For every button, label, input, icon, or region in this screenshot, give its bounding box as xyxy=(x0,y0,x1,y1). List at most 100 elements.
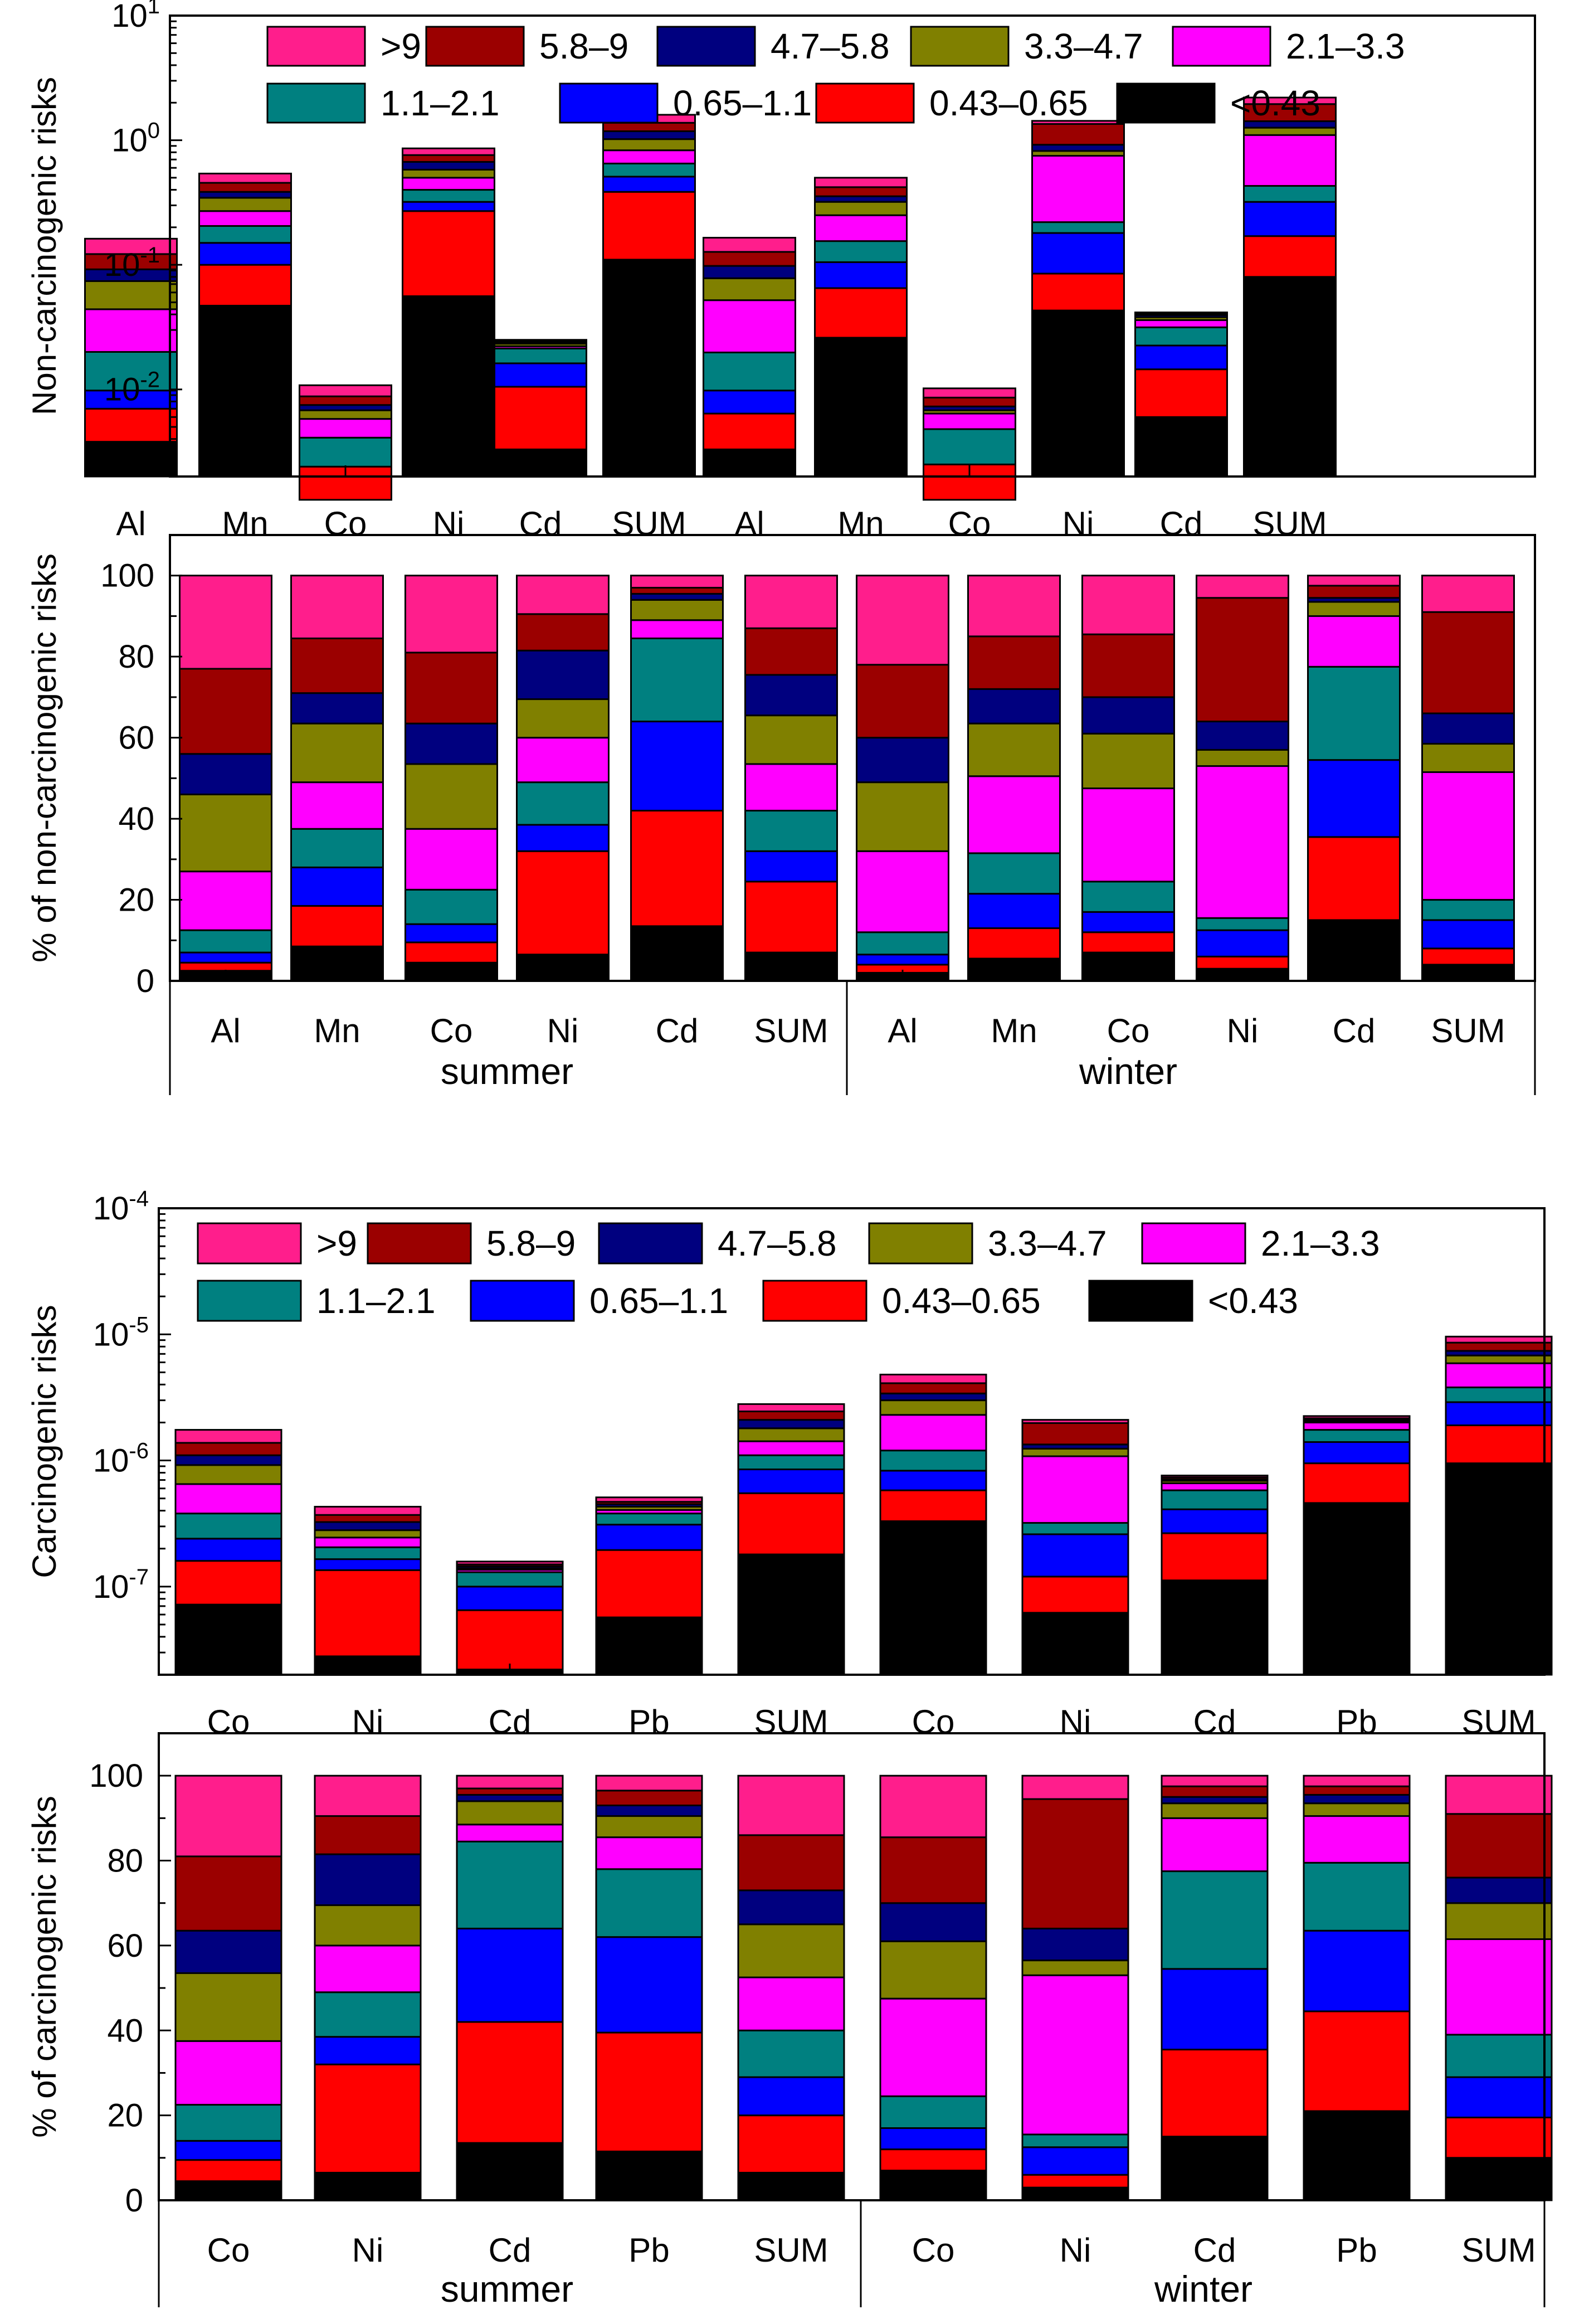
ca_pct-bar-6-seg-8 xyxy=(1021,1774,1129,1800)
ca_abs-bar-3-seg-2 xyxy=(595,1524,703,1551)
ca_abs-bar-9-seg-4 xyxy=(1445,1362,1553,1388)
ca_abs-bar-5-seg-2 xyxy=(879,1470,987,1491)
ca_abs-bar-0-seg-5 xyxy=(174,1464,282,1485)
ca_pct-bar-6-seg-2 xyxy=(1021,2146,1129,2176)
nc_abs-bar-1-seg-7 xyxy=(198,182,292,193)
nc_pct-bar-5-seg-8 xyxy=(744,575,838,629)
ca_abs-bar-6-seg-1 xyxy=(1021,1576,1129,1614)
nc_abs-legend-swatch xyxy=(559,82,659,124)
nc_pct-category-label: Co xyxy=(1107,1012,1150,1049)
ca_abs-ytick-label: 10-6 xyxy=(93,1439,149,1479)
nc_abs-bar-3-seg-5 xyxy=(402,168,495,179)
ca_abs-bar-4-seg-1 xyxy=(737,1492,845,1555)
nc_abs-bar-5-seg-3 xyxy=(602,162,696,178)
nc_abs-bar-9-seg-0 xyxy=(1031,309,1125,478)
ca_abs-bar-0-seg-6 xyxy=(174,1454,282,1466)
nc_pct-bar-7-seg-6 xyxy=(967,688,1061,725)
nc_abs-bar-8-seg-7 xyxy=(923,396,1016,407)
nc_abs-bar-7-seg-8 xyxy=(814,177,908,188)
nc_abs-bar-9-seg-4 xyxy=(1031,155,1125,223)
nc_pct-bar-2-seg-6 xyxy=(404,722,498,765)
ca_abs-bar-4-seg-7 xyxy=(737,1410,845,1421)
ca_pct-bar-3-seg-1 xyxy=(595,2031,703,2152)
nc_pct-bar-10-seg-4 xyxy=(1307,615,1401,668)
ca_pct-bar-2-seg-2 xyxy=(456,1927,564,2023)
ca_abs-legend-label: 5.8–9 xyxy=(486,1223,576,1263)
ca_abs-bar-1-seg-1 xyxy=(314,1569,422,1657)
ca_abs-category-label: Ni xyxy=(352,1703,384,1740)
ca_pct-bar-9-seg-5 xyxy=(1445,1902,1553,1940)
ca_pct-bar-3-seg-6 xyxy=(595,1805,703,1817)
ca_pct-ytick-label: 100 xyxy=(89,1758,143,1794)
ca_abs-bar-6-seg-5 xyxy=(1021,1447,1129,1457)
nc_pct-bar-10-seg-8 xyxy=(1307,575,1401,587)
ca_abs-legend-swatch xyxy=(762,1280,867,1322)
nc_abs-bar-5-seg-4 xyxy=(602,149,696,164)
nc_abs-bar-6-seg-4 xyxy=(703,299,796,353)
ca_pct-bar-5-seg-8 xyxy=(879,1774,987,1839)
ca_pct-bar-4-seg-7 xyxy=(737,1834,845,1892)
nc_pct-bar-1-seg-3 xyxy=(290,828,384,868)
nc_pct-bar-8-seg-8 xyxy=(1081,575,1175,635)
nc_pct-plot-frame xyxy=(169,534,1536,982)
ca_pct-bar-8-seg-3 xyxy=(1303,1861,1411,1932)
nc_pct-bar-3-seg-1 xyxy=(516,850,610,956)
ca_pct-bar-0-seg-7 xyxy=(174,1855,282,1932)
nc_pct-bar-4-seg-7 xyxy=(630,587,724,595)
nc_pct-bar-11-seg-8 xyxy=(1421,575,1515,613)
nc_abs-bar-5-seg-2 xyxy=(602,176,696,193)
ca_abs-bar-9-seg-8 xyxy=(1445,1335,1553,1344)
nc_pct-bar-8-seg-2 xyxy=(1081,911,1175,934)
nc_pct-ytick-label: 0 xyxy=(137,963,154,999)
nc_pct-bar-11-seg-5 xyxy=(1421,743,1515,773)
ca_pct-category-label: Pb xyxy=(628,2231,669,2269)
ca_abs-category-label: Pb xyxy=(1336,1703,1377,1740)
nc_abs-legend-label: 2.1–3.3 xyxy=(1286,26,1405,66)
ca_abs-legend-swatch xyxy=(598,1222,703,1265)
ca_abs-bar-3-seg-1 xyxy=(595,1549,703,1618)
ca_pct-bar-2-seg-4 xyxy=(456,1824,564,1842)
ca_abs-category-label: SUM xyxy=(1461,1703,1536,1740)
nc_abs-bar-6-seg-7 xyxy=(703,251,796,267)
nc_abs-bar-11-seg-5 xyxy=(1243,127,1337,136)
nc_abs-bar-3-seg-6 xyxy=(402,161,495,171)
nc_pct-bar-2-seg-5 xyxy=(404,763,498,830)
ca_abs-legend-swatch xyxy=(367,1222,472,1265)
nc_abs-bar-3-seg-3 xyxy=(402,189,495,203)
nc_abs-legend-label: 0.43–0.65 xyxy=(929,83,1088,123)
ca_pct-group-label: winter xyxy=(1154,2268,1252,2310)
nc_pct-bar-4-seg-2 xyxy=(630,721,724,812)
nc_abs-category-label: SUM xyxy=(1252,505,1327,542)
nc_pct-ytick-label: 80 xyxy=(118,639,154,675)
nc_abs-bar-7-seg-0 xyxy=(814,337,908,478)
nc_pct-bar-6-seg-4 xyxy=(856,850,949,934)
nc_abs-legend-label: 0.65–1.1 xyxy=(673,83,812,123)
nc_abs-legend-label: 3.3–4.7 xyxy=(1024,26,1143,66)
nc_pct-bar-7-seg-3 xyxy=(967,852,1061,895)
nc_abs-bar-7-seg-5 xyxy=(814,201,908,216)
nc_abs-bar-1-seg-3 xyxy=(198,225,292,244)
ca_pct-bar-4-seg-3 xyxy=(737,2029,845,2078)
ca_pct-bar-7-seg-6 xyxy=(1161,1796,1269,1805)
ca_abs-bar-1-seg-8 xyxy=(314,1505,422,1516)
ca_abs-bar-6-seg-3 xyxy=(1021,1522,1129,1535)
ca_abs-bar-1-seg-5 xyxy=(314,1529,422,1539)
nc_pct-bar-4-seg-8 xyxy=(630,575,724,589)
nc_abs-legend-swatch xyxy=(815,82,915,124)
ca_pct-ytick-label: 60 xyxy=(107,1928,143,1964)
nc_abs-bar-9-seg-7 xyxy=(1031,123,1125,146)
nc_abs-bar-10-seg-4 xyxy=(1134,319,1228,328)
ca_abs-bar-9-seg-7 xyxy=(1445,1341,1553,1352)
ca_abs-bar-0-seg-4 xyxy=(174,1483,282,1515)
nc_pct-ytick-label: 100 xyxy=(100,558,154,594)
nc_pct-bar-1-seg-4 xyxy=(290,781,384,830)
ca_pct-bar-7-seg-4 xyxy=(1161,1817,1269,1873)
ca_abs-bar-2-seg-2 xyxy=(456,1586,564,1611)
nc_abs-category-label: SUM xyxy=(612,505,686,542)
nc_pct-bar-11-seg-1 xyxy=(1421,947,1515,966)
ca_pct-bar-1-seg-7 xyxy=(314,1815,422,1855)
nc_pct-bar-2-seg-8 xyxy=(404,575,498,654)
nc_pct-bar-2-seg-1 xyxy=(404,941,498,964)
nc_abs-bar-6-seg-2 xyxy=(703,390,796,415)
ca_abs-bar-5-seg-4 xyxy=(879,1414,987,1452)
